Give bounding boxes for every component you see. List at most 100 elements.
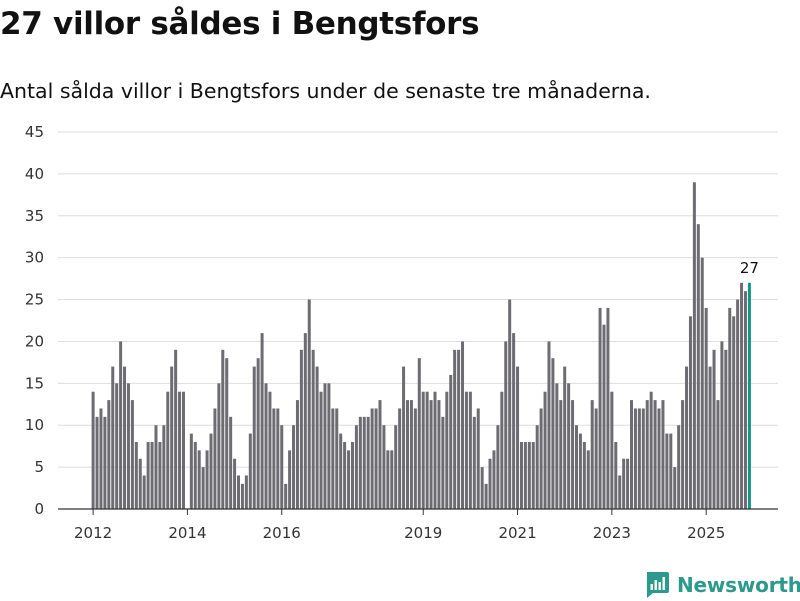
bar [260,333,264,509]
bar [468,391,472,509]
bar [244,475,248,509]
bar [386,450,390,509]
bar [681,400,685,509]
bar [170,366,174,509]
bar [115,383,119,509]
bar [724,349,728,509]
bar [661,400,665,509]
x-tick-label: 2012 [74,524,112,542]
bar [618,475,622,509]
chart-title: 27 villor såldes i Bengtsfors [0,6,480,42]
bar [563,366,567,509]
x-tick-label: 2019 [404,524,442,542]
bar [107,400,111,509]
bar [288,450,292,509]
bar [350,441,354,509]
bar [130,400,134,509]
bar [406,400,409,509]
bar [445,391,449,509]
bar [91,391,95,509]
bar [217,383,221,509]
y-tick-label: 15 [25,374,44,392]
bar [299,349,303,509]
bar [119,341,123,509]
bar [736,299,740,509]
bar [437,400,441,509]
y-tick-label: 20 [25,332,44,350]
bar [669,433,673,509]
bars [91,182,751,509]
bar [205,450,209,509]
bar [201,467,205,509]
bar [732,316,736,509]
y-tick-label: 35 [25,207,44,225]
bar [323,383,327,509]
bar [339,433,343,509]
bar [582,441,586,509]
bar [743,291,747,509]
bar [99,408,103,509]
bar [464,391,468,509]
bar [343,441,347,509]
bar [637,408,641,509]
bar [197,450,201,509]
bar [685,366,689,509]
bar [567,383,571,509]
bar [523,441,527,509]
bar [708,366,712,509]
bar [402,366,406,509]
bar [535,425,539,509]
bar [178,391,182,509]
bar [280,425,284,509]
bar [476,408,480,509]
bar [429,400,433,509]
bar [158,441,162,509]
bar [331,408,335,509]
bar [673,467,677,509]
bar [657,408,661,509]
bar [555,383,559,509]
bar [237,475,241,509]
bar [519,441,523,509]
brand-name: Newsworthy [677,573,800,597]
bar [335,408,339,509]
bar [142,475,146,509]
bar [378,400,382,509]
y-tick-label: 40 [25,165,44,183]
bar [622,458,626,509]
bar [374,408,378,509]
bar [614,441,618,509]
bar [126,383,130,509]
bar [571,400,575,509]
bar [213,408,217,509]
bar [728,307,732,509]
bar [539,408,543,509]
bar [700,257,704,509]
bar [508,299,512,509]
bar [327,383,331,509]
bar [457,349,461,509]
bar [484,483,488,509]
bar [370,408,374,509]
bar [425,391,429,509]
bar [123,366,127,509]
bar [382,425,386,509]
bar [610,391,614,509]
bar [229,416,233,509]
y-tick-label: 45 [25,123,44,141]
bar [543,391,547,509]
bar [264,383,268,509]
bar [586,450,590,509]
bar [268,391,272,509]
bar [630,400,634,509]
bar [146,441,150,509]
brand-logo[interactable]: Newsworthy [644,569,800,601]
bar [181,391,185,509]
bar [653,400,657,509]
bar [189,433,193,509]
x-tick-label: 2025 [687,524,725,542]
bar [516,366,520,509]
bar [704,307,708,509]
x-tick-label: 2023 [593,524,631,542]
